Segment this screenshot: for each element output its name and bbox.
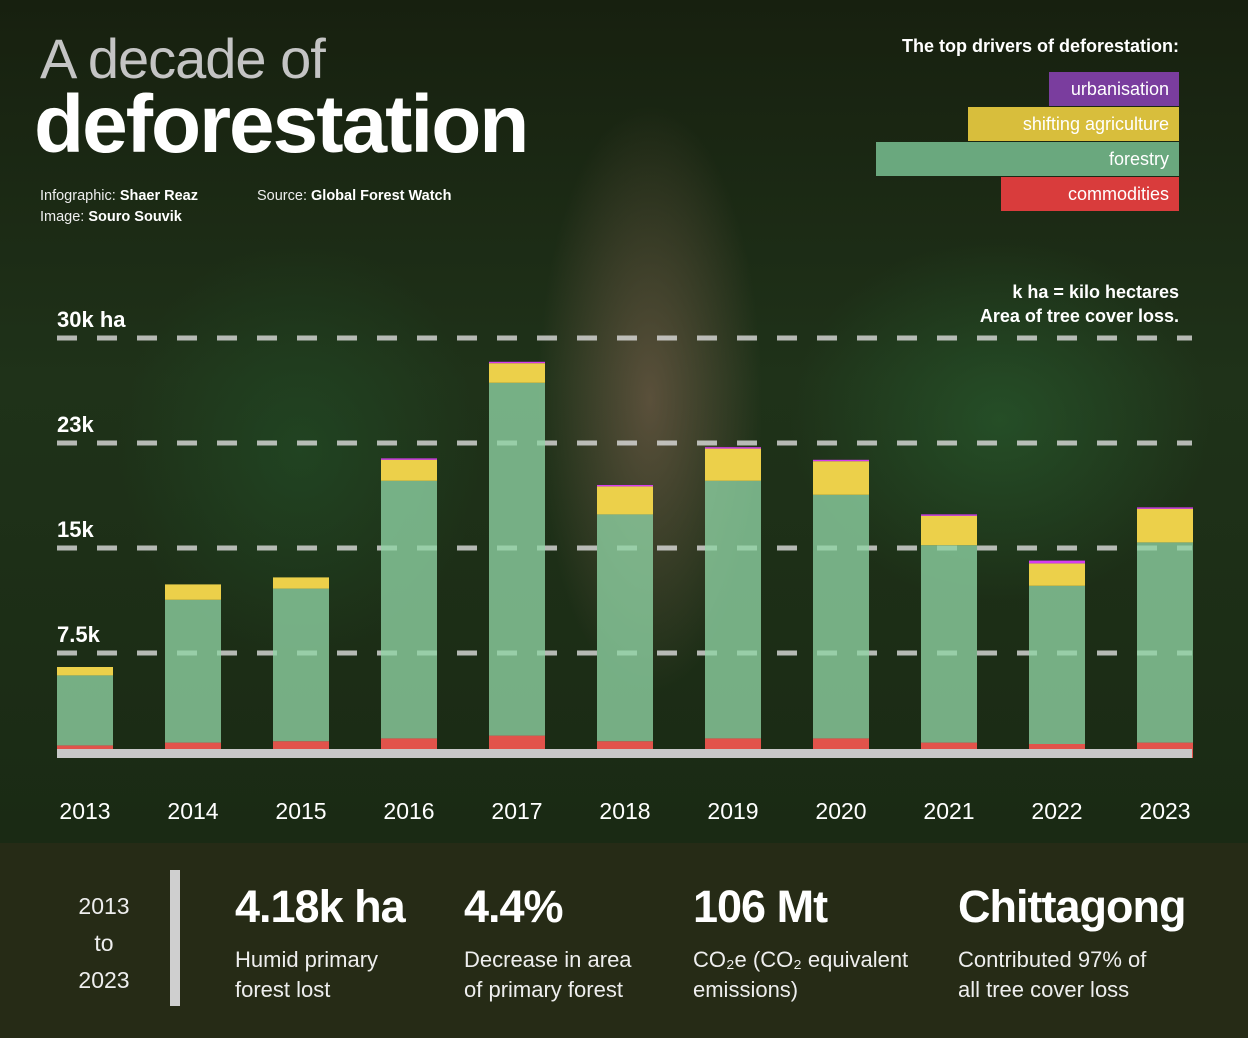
legend-title: The top drivers of deforestation: bbox=[901, 36, 1179, 56]
credit-name: Souro Souvik bbox=[88, 209, 182, 225]
x-tick-label: 2018 bbox=[599, 798, 650, 824]
image-credit: Image: Souro Souvik bbox=[40, 209, 182, 225]
stat-value: 106 Mt bbox=[693, 881, 828, 932]
legend-item-urbanisation: urbanisation bbox=[1049, 72, 1179, 106]
measure-note: Area of tree cover loss. bbox=[979, 306, 1179, 326]
bar-segment-shifting-agriculture bbox=[705, 448, 761, 481]
legend-item-forestry: forestry bbox=[876, 142, 1179, 176]
credit-label: Image: bbox=[40, 209, 85, 225]
y-tick-label: 7.5k bbox=[57, 622, 101, 647]
bar-segment-shifting-agriculture bbox=[57, 667, 113, 676]
summary-panel: 2013 to 2023 4.18k ha Humid primary fores… bbox=[0, 843, 1248, 1038]
bar-segment-urbanisation bbox=[1137, 507, 1193, 509]
x-tick-label: 2019 bbox=[707, 798, 758, 824]
bar-segment-shifting-agriculture bbox=[489, 363, 545, 383]
source-credit: Source: Global Forest Watch bbox=[257, 188, 451, 204]
bar-segment-forestry bbox=[57, 675, 113, 746]
bar-segment-urbanisation bbox=[921, 514, 977, 516]
x-tick-label: 2013 bbox=[59, 798, 110, 824]
period-to-word: to bbox=[94, 930, 114, 956]
bar-segment-shifting-agriculture bbox=[813, 461, 869, 495]
stat-desc: of primary forest bbox=[464, 977, 623, 1002]
bar-segment-shifting-agriculture bbox=[1029, 563, 1085, 586]
bar-segment-forestry bbox=[1137, 542, 1193, 743]
bar-segment-shifting-agriculture bbox=[165, 584, 221, 600]
bar-segment-shifting-agriculture bbox=[597, 486, 653, 515]
bar-segment-forestry bbox=[1029, 585, 1085, 744]
bar-segment-urbanisation bbox=[1029, 560, 1085, 564]
x-tick-label: 2014 bbox=[167, 798, 218, 824]
x-tick-label: 2021 bbox=[923, 798, 974, 824]
bar-segment-forestry bbox=[813, 494, 869, 739]
stat-desc: all tree cover loss bbox=[958, 977, 1130, 1002]
stat-desc: forest lost bbox=[235, 977, 331, 1002]
legend-item-commodities: commodities bbox=[1001, 177, 1179, 211]
stacked-bar-chart: 7.5k 15k 23k 30k ha 2013 2014 2015 2016 2017 2018… bbox=[57, 307, 1193, 824]
infographic-credit: Infographic: Shaer Reaz bbox=[40, 188, 198, 204]
stat-desc: emissions) bbox=[693, 977, 799, 1002]
title-line-1: A decade of bbox=[40, 27, 326, 90]
period-label: 2013 to 2023 bbox=[54, 888, 154, 999]
stat-desc: CO₂e (CO₂ equivalent bbox=[693, 947, 909, 972]
credit-name: Shaer Reaz bbox=[119, 188, 198, 204]
x-tick-label: 2023 bbox=[1139, 798, 1190, 824]
bar-segment-urbanisation bbox=[705, 447, 761, 449]
bar-segment-forestry bbox=[381, 480, 437, 739]
title-line-2: deforestation bbox=[34, 79, 529, 170]
stat-desc: Decrease in area bbox=[464, 947, 632, 972]
unit-note: k ha = kilo hectares bbox=[1012, 282, 1179, 302]
x-tick-label: 2020 bbox=[815, 798, 866, 824]
stat-desc: Humid primary bbox=[235, 947, 379, 972]
bar-segment-urbanisation bbox=[813, 459, 869, 462]
stat-desc: Contributed 97% of bbox=[958, 947, 1147, 972]
stat-area-decrease: 4.4% Decrease in area of primary forest bbox=[464, 881, 632, 1005]
bar-segment-shifting-agriculture bbox=[1137, 508, 1193, 543]
x-tick-label: 2015 bbox=[275, 798, 326, 824]
x-tick-label: 2016 bbox=[383, 798, 434, 824]
bar-segment-urbanisation bbox=[381, 458, 437, 460]
x-tick-label: 2017 bbox=[491, 798, 542, 824]
y-tick-label: 15k bbox=[57, 517, 94, 542]
credit-label: Source: bbox=[257, 188, 307, 204]
stat-value: Chittagong bbox=[958, 881, 1186, 932]
bar-segment-forestry bbox=[921, 545, 977, 743]
period-to: 2023 bbox=[78, 967, 130, 993]
bar-segment-urbanisation bbox=[489, 361, 545, 364]
x-tick-label: 2022 bbox=[1031, 798, 1082, 824]
bar-segment-shifting-agriculture bbox=[273, 577, 329, 589]
bar-segment-shifting-agriculture bbox=[921, 515, 977, 546]
credit-label: Infographic: bbox=[40, 188, 116, 204]
bar-segment-urbanisation bbox=[597, 485, 653, 487]
y-tick-label: 23k bbox=[57, 412, 94, 437]
x-axis-baseline bbox=[57, 749, 1192, 758]
bar-segment-forestry bbox=[273, 588, 329, 742]
stat-value: 4.4% bbox=[464, 881, 564, 932]
y-tick-label: 30k ha bbox=[57, 307, 126, 332]
stat-top-region: Chittagong Contributed 97% of all tree co… bbox=[958, 881, 1186, 1005]
period-from: 2013 bbox=[78, 893, 130, 919]
legend-item-shifting-agriculture: shifting agriculture bbox=[968, 107, 1179, 141]
divider-bar bbox=[170, 870, 180, 1006]
bar-segment-forestry bbox=[597, 514, 653, 742]
stat-value: 4.18k ha bbox=[235, 881, 406, 932]
credit-name: Global Forest Watch bbox=[311, 188, 452, 204]
bar-segment-forestry bbox=[705, 480, 761, 739]
bar-segment-forestry bbox=[165, 599, 221, 743]
bar-segment-forestry bbox=[489, 382, 545, 736]
stat-forest-lost: 4.18k ha Humid primary forest lost bbox=[235, 881, 406, 1005]
stat-emissions: 106 Mt CO₂e (CO₂ equivalent emissions) bbox=[693, 881, 908, 1005]
bar-segment-shifting-agriculture bbox=[381, 459, 437, 481]
